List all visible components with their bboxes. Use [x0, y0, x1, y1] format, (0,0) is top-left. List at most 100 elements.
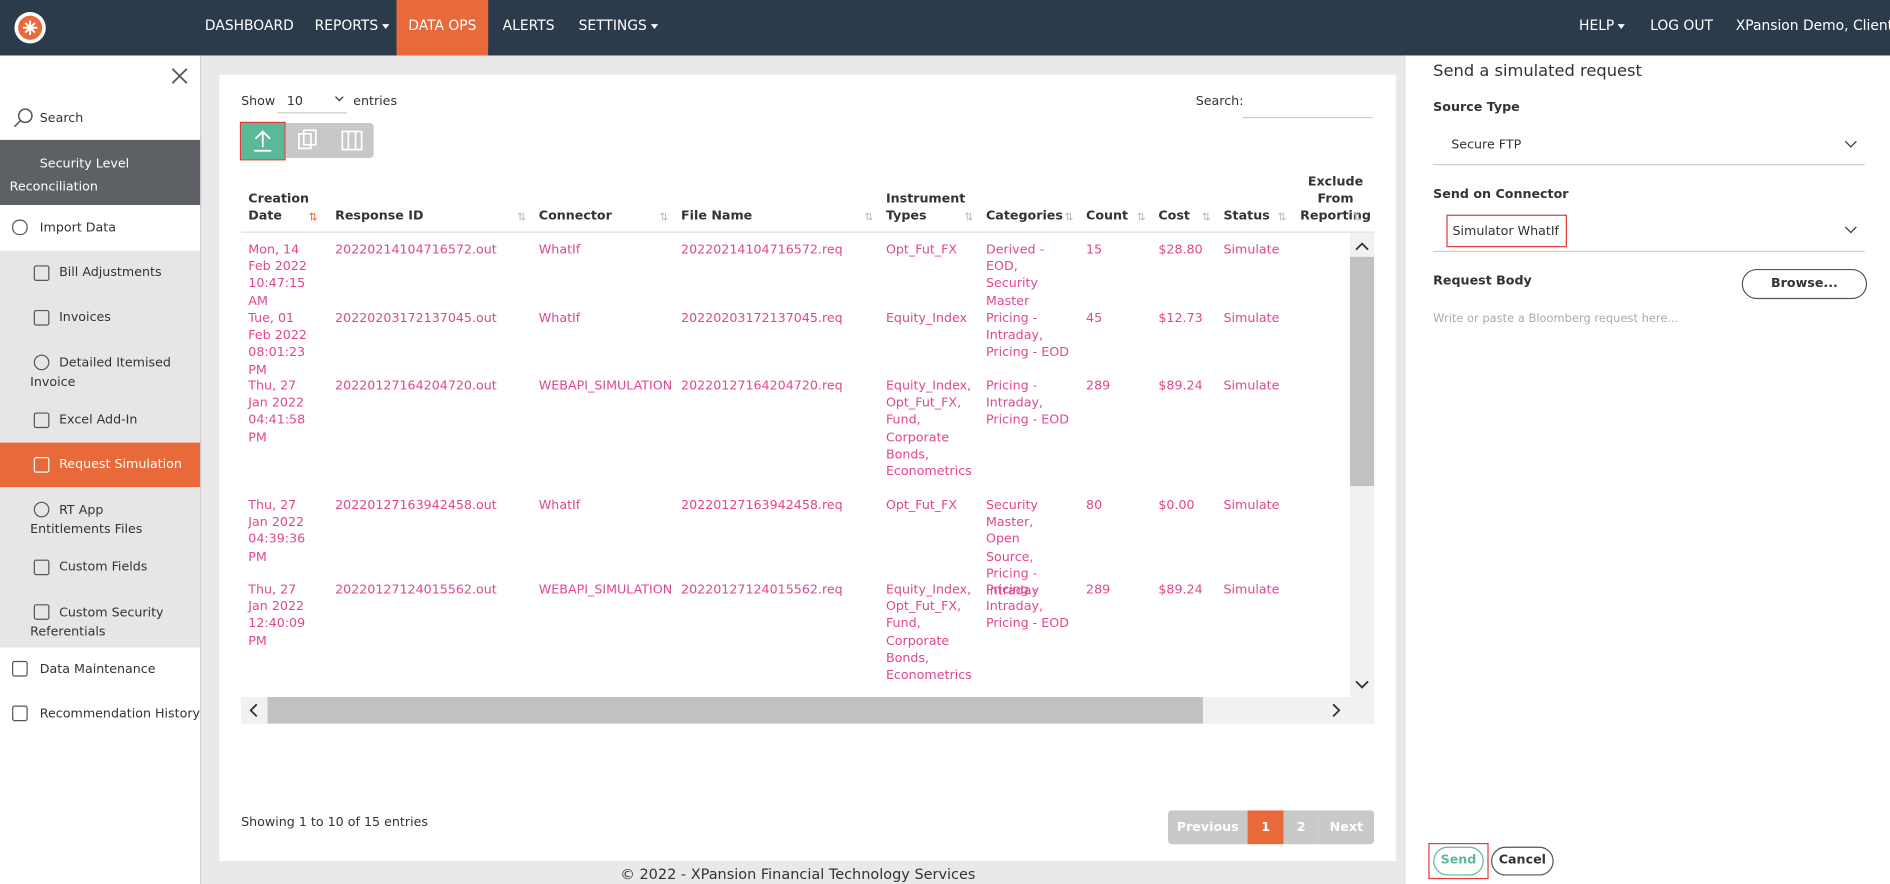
sidebar-label: Request Simulation	[59, 457, 182, 472]
sidebar-label: Search	[39, 110, 84, 126]
table-cell: Simulate	[1223, 498, 1280, 513]
table-cell: 20220127163942458.req	[681, 498, 843, 513]
pagination-next[interactable]: Next	[1318, 810, 1375, 845]
select-value: Secure FTP	[1451, 137, 1522, 152]
sidebar-label: Import Data	[39, 220, 117, 236]
request-body-input[interactable]: Write or paste a Bloomberg request here.…	[1433, 312, 1679, 326]
footer: © 2022 - XPansion Financial Technology S…	[620, 865, 976, 883]
table-cell: Thu, 27 Jan 2022 04:41:58 PM	[248, 378, 306, 445]
vertical-scrollbar[interactable]	[1350, 232, 1375, 698]
column-header[interactable]: Count	[1086, 208, 1129, 224]
sidebar-label: Detailed Itemised Invoice	[30, 355, 171, 390]
table-cell: $89.24	[1158, 582, 1203, 597]
sidebar-label: Custom Security Referentials	[30, 605, 164, 640]
connector-select[interactable]: Simulator WhatIf	[1433, 210, 1865, 253]
length-label: entries	[353, 94, 398, 109]
table-cell: Thu, 27 Jan 2022 04:39:36 PM	[248, 498, 306, 564]
table-cell: 289	[1086, 378, 1111, 394]
export-button[interactable]	[239, 121, 286, 161]
length-value: 10	[286, 94, 303, 109]
column-header[interactable]: Status	[1223, 208, 1270, 224]
table-cell: Mon, 14 Feb 2022 10:47:15 AM	[248, 242, 307, 309]
nav-link[interactable]: DASHBOARD	[204, 16, 294, 34]
browse-button[interactable]: Browse...	[1741, 268, 1868, 300]
nav-link[interactable]: ALERTS	[502, 16, 555, 34]
table-cell: 20220127164204720.req	[681, 378, 843, 394]
field-label: Request Body	[1433, 273, 1532, 289]
pagination-prev[interactable]: Previous	[1167, 810, 1248, 845]
table-cell: $0.00	[1158, 498, 1195, 513]
column-header[interactable]: Cost	[1158, 208, 1190, 224]
sidebar-label: Custom Fields	[59, 559, 148, 575]
toolbar-icons	[298, 129, 363, 151]
sidebar-label: Security Level Reconciliation	[9, 156, 130, 195]
table-cell: Simulate	[1223, 311, 1280, 326]
table-card	[219, 74, 1396, 862]
nav-link[interactable]: REPORTS	[315, 0, 389, 55]
sidebar-label: Bill Adjustments	[59, 265, 162, 280]
table-cell: Equity_Index, Opt_Fut_FX, Fund, Corporat…	[885, 582, 972, 683]
table-cell: 20220127124015562.req	[681, 582, 843, 597]
nav-link[interactable]: SETTINGS	[579, 0, 658, 55]
sidebar-item[interactable]: RT App Entitlements Files	[0, 487, 201, 546]
table-info: Showing 1 to 10 of 15 entries	[241, 815, 428, 830]
length-select[interactable]: 10	[277, 90, 348, 114]
pagination-page[interactable]: 2	[1283, 810, 1319, 845]
close-icon[interactable]	[170, 66, 189, 85]
sidebar-item[interactable]: Security Level Reconciliation	[0, 139, 201, 206]
sort-icon: ⇅	[1277, 212, 1287, 225]
user-menu[interactable]: XPansion Demo, Client1	[1735, 16, 1890, 34]
sidebar-item[interactable]: Data Maintenance	[0, 648, 200, 691]
table-cell: Thu, 27 Jan 2022 12:40:09 PM	[248, 582, 306, 649]
toolbar-buttons[interactable]	[285, 123, 374, 158]
nav-link-active[interactable]: DATA OPS	[396, 0, 489, 56]
column-header[interactable]: Exclude From Reporting	[1300, 174, 1371, 224]
horizontal-scrollbar[interactable]	[241, 697, 1375, 724]
source-type-select[interactable]: Secure FTP	[1433, 123, 1865, 166]
send-button[interactable]: Send	[1433, 846, 1484, 876]
navbar: DASHBOARD REPORTS DATA OPS ALERTS SETTIN…	[0, 0, 1890, 56]
search-input[interactable]	[1242, 89, 1373, 119]
table-header: Creation Date ⇅ Response ID ⇅ Connector ⇅ File…	[241, 169, 1375, 233]
table-cell: 20220214104716572.out	[335, 242, 497, 257]
table-cell: Equity_Index	[885, 311, 968, 326]
column-header[interactable]: Response ID	[335, 208, 424, 224]
table-cell: $89.24	[1158, 378, 1203, 394]
column-header[interactable]: Creation Date	[248, 191, 310, 224]
sidebar-item[interactable]: Invoices	[0, 295, 201, 341]
sidebar-item[interactable]: Recommendation History	[0, 691, 200, 736]
sidebar-item[interactable]: Custom Fields	[0, 545, 201, 590]
table-cell: 20220127124015562.out	[335, 582, 497, 597]
logo	[14, 12, 46, 44]
table-cell: WEBAPI_SIMULATION	[538, 582, 673, 597]
sidebar-item[interactable]: Bill Adjustments	[0, 250, 201, 296]
sort-icon: ⇅	[308, 212, 318, 225]
sidebar-item[interactable]: Excel Add-In	[0, 397, 201, 443]
column-header[interactable]: File Name	[681, 208, 753, 224]
table-cell: WhatIf	[538, 311, 581, 326]
pagination-page-active[interactable]: 1	[1247, 810, 1284, 845]
table-cell: $12.73	[1158, 311, 1203, 326]
sort-icon: ⇅	[659, 212, 669, 225]
table-cell: WEBAPI_SIMULATION	[538, 378, 673, 394]
sidebar-item-active[interactable]: Request Simulation	[0, 442, 201, 488]
nav-link[interactable]: HELP	[1579, 0, 1625, 55]
column-header[interactable]: Connector	[538, 208, 612, 224]
table-cell: Pricing - Intraday, Pricing - EOD	[985, 311, 1069, 360]
sort-icon: ⇅	[864, 212, 874, 225]
sort-icon: ⇅	[1064, 212, 1074, 225]
search-icon	[13, 108, 33, 128]
table-cell: 289	[1086, 582, 1111, 597]
cancel-button[interactable]: Cancel	[1491, 846, 1554, 876]
sidebar-item[interactable]: Import Data	[0, 205, 200, 251]
sidebar-item[interactable]: Search	[0, 99, 200, 140]
upload-icon	[254, 130, 272, 152]
sidebar-label: RT App Entitlements Files	[30, 502, 143, 537]
column-header[interactable]: Instrument Types	[885, 191, 966, 224]
nav-link[interactable]: LOG OUT	[1650, 16, 1713, 34]
sidebar-item[interactable]: Custom Security Referentials	[0, 589, 201, 648]
sidebar-item[interactable]: Detailed Itemised Invoice	[0, 340, 201, 398]
column-header[interactable]: Categories	[985, 208, 1063, 224]
table-cell: Pricing - Intraday, Pricing - EOD	[985, 378, 1069, 428]
table-cell: 45	[1086, 311, 1103, 326]
